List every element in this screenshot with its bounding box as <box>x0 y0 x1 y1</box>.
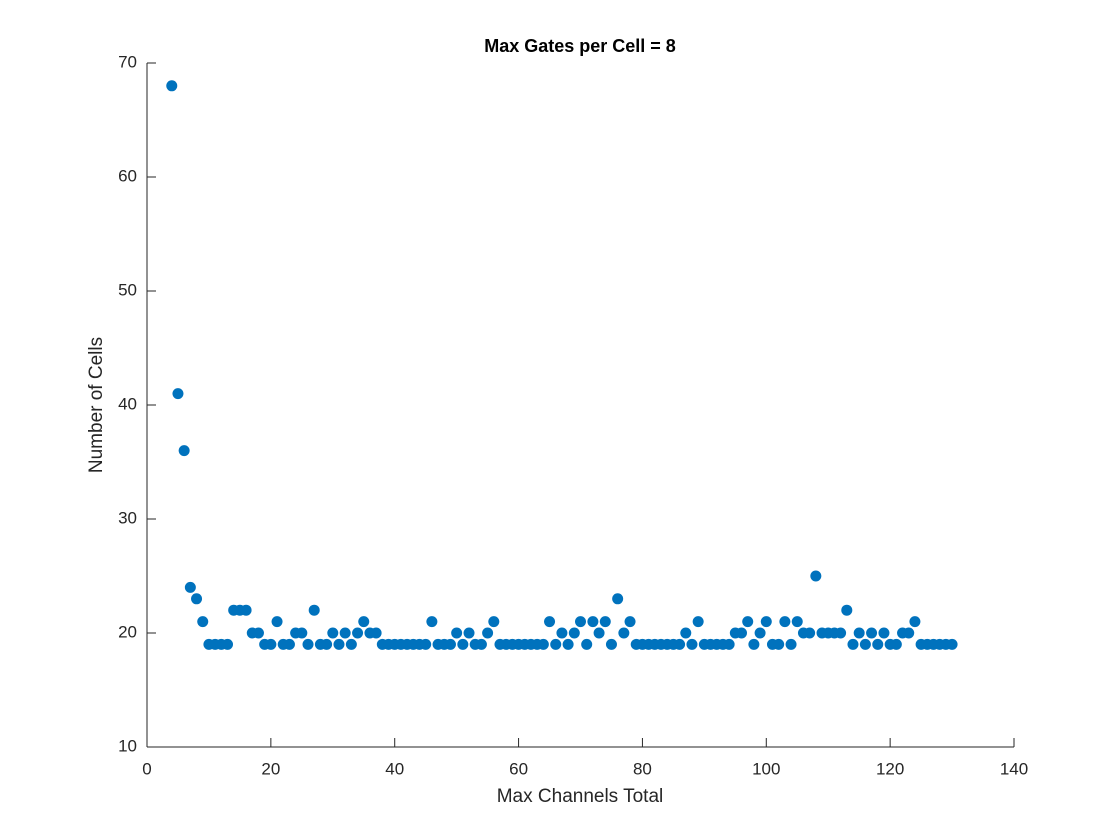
point <box>308 604 320 616</box>
point <box>482 627 494 639</box>
y-tick-label: 50 <box>118 280 137 299</box>
point <box>575 616 586 628</box>
x-tick-label: 40 <box>385 759 404 778</box>
point <box>841 604 853 616</box>
point <box>624 616 636 628</box>
y-tick-label: 30 <box>118 508 137 527</box>
y-tick-label: 20 <box>118 622 137 641</box>
x-tick-label: 0 <box>142 759 151 778</box>
point <box>197 616 209 628</box>
point <box>475 638 487 650</box>
y-tick-label: 10 <box>118 736 137 755</box>
point <box>686 638 698 650</box>
point <box>339 627 351 639</box>
point <box>612 593 624 605</box>
point <box>581 638 593 650</box>
point <box>878 627 890 639</box>
point <box>779 616 791 628</box>
x-tick-label: 120 <box>876 759 904 778</box>
y-tick-label: 70 <box>118 52 137 71</box>
point <box>872 638 884 650</box>
point <box>333 638 345 650</box>
point <box>252 627 264 639</box>
point <box>946 638 958 650</box>
x-tick-label: 100 <box>752 759 780 778</box>
point <box>222 638 234 650</box>
point <box>847 638 859 650</box>
point <box>587 616 599 628</box>
point <box>327 627 339 639</box>
point <box>321 638 333 650</box>
point <box>444 638 456 650</box>
point <box>370 627 382 639</box>
point <box>426 616 438 628</box>
point <box>283 638 295 650</box>
point <box>358 616 370 628</box>
point <box>723 638 735 650</box>
point <box>618 627 630 639</box>
x-axis-label: Max Channels Total <box>497 786 664 807</box>
point <box>178 445 190 457</box>
point <box>240 604 252 616</box>
x-tick-label: 80 <box>633 759 652 778</box>
point <box>184 581 196 593</box>
point <box>296 627 308 639</box>
point <box>352 627 364 639</box>
point <box>785 638 797 650</box>
point <box>866 627 878 639</box>
point <box>859 638 871 650</box>
x-tick-label: 140 <box>1000 759 1028 778</box>
point <box>265 638 277 650</box>
point <box>890 638 902 650</box>
point <box>457 638 469 650</box>
point <box>568 627 580 639</box>
chart-title: Max Gates per Cell = 8 <box>484 36 676 56</box>
point <box>488 616 500 628</box>
x-tick-label: 60 <box>509 759 528 778</box>
point <box>463 627 475 639</box>
point <box>191 593 203 605</box>
point <box>302 638 314 650</box>
point <box>804 627 816 639</box>
point <box>680 627 692 639</box>
point <box>550 638 562 650</box>
y-axis-label: Number of Cells <box>86 337 107 473</box>
point <box>420 638 432 650</box>
point <box>909 616 921 628</box>
y-tick-label: 40 <box>118 394 137 413</box>
point <box>742 616 754 628</box>
point <box>544 616 556 628</box>
point <box>674 638 686 650</box>
point <box>773 638 785 650</box>
point <box>760 616 772 628</box>
point <box>271 616 283 628</box>
point <box>748 638 760 650</box>
point <box>451 627 463 639</box>
point <box>537 638 549 650</box>
point <box>166 80 178 92</box>
point <box>605 638 617 650</box>
point <box>692 616 704 628</box>
point <box>556 627 568 639</box>
point <box>853 627 865 639</box>
point <box>810 570 822 582</box>
y-tick-label: 60 <box>118 166 137 185</box>
point <box>903 627 915 639</box>
point <box>835 627 847 639</box>
x-tick-label: 20 <box>261 759 280 778</box>
point <box>562 638 574 650</box>
point <box>736 627 748 639</box>
point <box>599 616 611 628</box>
point <box>345 638 357 650</box>
point <box>754 627 766 639</box>
point <box>172 388 184 400</box>
point <box>593 627 605 639</box>
point <box>791 616 803 628</box>
